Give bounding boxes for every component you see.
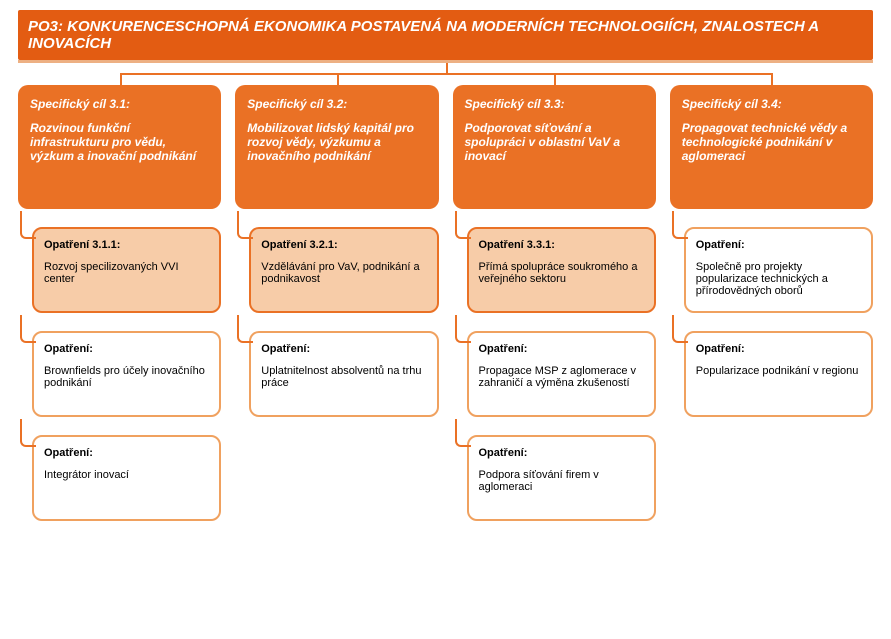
columns-container: Specifický cíl 3.1: Rozvinou funkční inf… <box>18 85 873 521</box>
goal-title-3: Specifický cíl 3.4: <box>682 97 861 111</box>
connector-down-3 <box>771 73 773 85</box>
goal-body-2: Podporovat síťování a spolupráci v oblas… <box>465 121 644 163</box>
measures-wrap-3: Opatření: Společně pro projekty populari… <box>684 209 873 417</box>
measure-body-0-2: Integrátor inovací <box>44 469 209 481</box>
measure-body-2-0: Přímá spolupráce soukromého a veřejného … <box>479 261 644 285</box>
measure-label-3-0: Opatření: <box>696 239 861 251</box>
measure-label-1-1: Opatření: <box>261 343 426 355</box>
measure-box-3-0: Opatření: Společně pro projekty populari… <box>684 227 873 313</box>
goal-title-1: Specifický cíl 3.2: <box>247 97 426 111</box>
connector-horizontal <box>120 73 772 75</box>
goal-body-3: Propagovat technické vědy a technologick… <box>682 121 861 163</box>
connector-top-stem <box>446 63 448 73</box>
goal-title-0: Specifický cíl 3.1: <box>30 97 209 111</box>
measures-wrap-0: Opatření 3.1.1: Rozvoj specilizovaných V… <box>32 209 221 521</box>
connector-down-1 <box>337 73 339 85</box>
measure-conn-0-0 <box>32 209 221 227</box>
column-2: Specifický cíl 3.3: Podporovat síťování … <box>453 85 656 521</box>
measure-conn-0-1 <box>32 313 221 331</box>
connector-down-2 <box>554 73 556 85</box>
measure-box-2-1: Opatření: Propagace MSP z aglomerace v z… <box>467 331 656 417</box>
measure-conn-0-2 <box>32 417 221 435</box>
connector-down-0 <box>120 73 122 85</box>
column-3: Specifický cíl 3.4: Propagovat technické… <box>670 85 873 521</box>
measure-box-1-1: Opatření: Uplatnitelnost absolventů na t… <box>249 331 438 417</box>
measures-wrap-2: Opatření 3.3.1: Přímá spolupráce soukrom… <box>467 209 656 521</box>
measure-body-2-1: Propagace MSP z aglomerace v zahraničí a… <box>479 365 644 389</box>
column-1: Specifický cíl 3.2: Mobilizovat lidský k… <box>235 85 438 521</box>
measure-body-1-0: Vzdělávání pro VaV, podnikání a podnikav… <box>261 261 426 285</box>
goal-body-0: Rozvinou funkční infrastrukturu pro vědu… <box>30 121 209 163</box>
measure-conn-2-1 <box>467 313 656 331</box>
measure-label-2-2: Opatření: <box>479 447 644 459</box>
measure-box-3-1: Opatření: Popularizace podnikání v regio… <box>684 331 873 417</box>
measure-body-0-1: Brownfields pro účely inovačního podniká… <box>44 365 209 389</box>
measures-wrap-1: Opatření 3.2.1: Vzdělávání pro VaV, podn… <box>249 209 438 417</box>
measure-label-2-0: Opatření 3.3.1: <box>479 239 644 251</box>
measure-box-0-0: Opatření 3.1.1: Rozvoj specilizovaných V… <box>32 227 221 313</box>
measure-conn-1-0 <box>249 209 438 227</box>
goal-box-3: Specifický cíl 3.4: Propagovat technické… <box>670 85 873 209</box>
measure-label-0-2: Opatření: <box>44 447 209 459</box>
measure-body-0-0: Rozvoj specilizovaných VVI center <box>44 261 209 285</box>
measure-box-0-2: Opatření: Integrátor inovací <box>32 435 221 521</box>
measure-label-0-1: Opatření: <box>44 343 209 355</box>
column-0: Specifický cíl 3.1: Rozvinou funkční inf… <box>18 85 221 521</box>
measure-body-3-0: Společně pro projekty popularizace techn… <box>696 261 861 297</box>
measure-box-0-1: Opatření: Brownfields pro účely inovační… <box>32 331 221 417</box>
header-bar: PO3: KONKURENCESCHOPNÁ EKONOMIKA POSTAVE… <box>18 10 873 60</box>
header-title: PO3: KONKURENCESCHOPNÁ EKONOMIKA POSTAVE… <box>28 18 819 52</box>
goal-title-2: Specifický cíl 3.3: <box>465 97 644 111</box>
goal-box-1: Specifický cíl 3.2: Mobilizovat lidský k… <box>235 85 438 209</box>
measure-label-0-0: Opatření 3.1.1: <box>44 239 209 251</box>
measure-conn-3-0 <box>684 209 873 227</box>
measure-body-1-1: Uplatnitelnost absolventů na trhu práce <box>261 365 426 389</box>
measure-box-2-0: Opatření 3.3.1: Přímá spolupráce soukrom… <box>467 227 656 313</box>
measure-body-3-1: Popularizace podnikání v regionu <box>696 365 861 377</box>
measure-label-3-1: Opatření: <box>696 343 861 355</box>
measure-conn-2-2 <box>467 417 656 435</box>
goal-box-2: Specifický cíl 3.3: Podporovat síťování … <box>453 85 656 209</box>
measure-conn-1-1 <box>249 313 438 331</box>
measure-label-2-1: Opatření: <box>479 343 644 355</box>
measure-conn-2-0 <box>467 209 656 227</box>
top-connector <box>18 63 873 85</box>
goal-body-1: Mobilizovat lidský kapitál pro rozvoj vě… <box>247 121 426 163</box>
goal-box-0: Specifický cíl 3.1: Rozvinou funkční inf… <box>18 85 221 209</box>
measure-label-1-0: Opatření 3.2.1: <box>261 239 426 251</box>
measure-box-2-2: Opatření: Podpora síťování firem v aglom… <box>467 435 656 521</box>
measure-body-2-2: Podpora síťování firem v aglomeraci <box>479 469 644 493</box>
measure-conn-3-1 <box>684 313 873 331</box>
measure-box-1-0: Opatření 3.2.1: Vzdělávání pro VaV, podn… <box>249 227 438 313</box>
